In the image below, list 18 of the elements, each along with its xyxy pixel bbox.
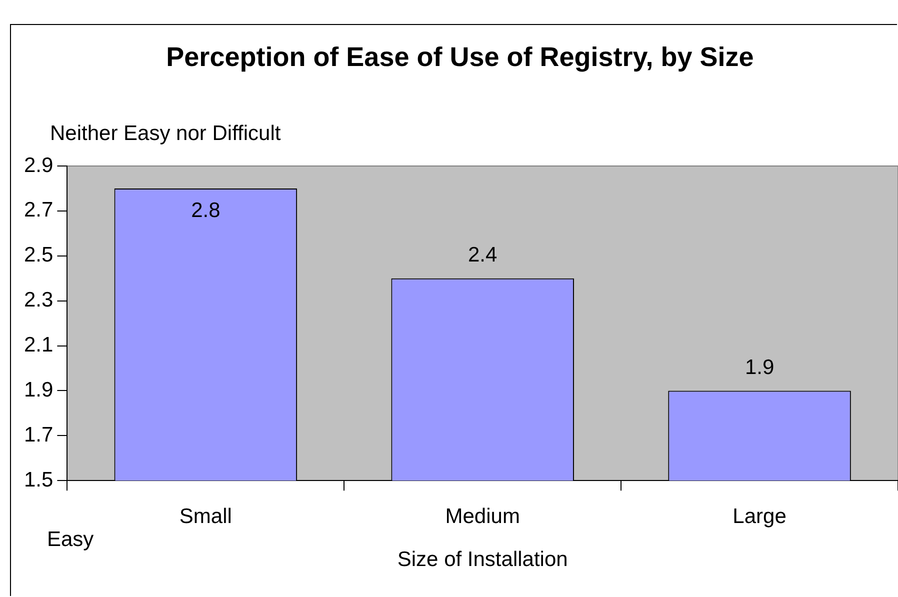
text: Neither Easy nor Difficult bbox=[50, 122, 281, 146]
x-tick-label: Small bbox=[179, 504, 232, 528]
y-tick-label: 1.9 bbox=[24, 378, 54, 402]
y-tick-label: 2.9 bbox=[24, 154, 54, 177]
text: Easy bbox=[47, 528, 94, 552]
y-tick-label: 1.7 bbox=[24, 423, 54, 446]
x-tick-label: Large bbox=[732, 504, 786, 528]
chart-title: Perception of Ease of Use of Registry, by Size bbox=[165, 41, 755, 74]
y-tick-label: 2.3 bbox=[24, 288, 54, 312]
y-tick-label: 2.5 bbox=[24, 244, 54, 267]
y-tick-label: 1.5 bbox=[24, 468, 54, 492]
x-axis-title: Size of Installation bbox=[397, 548, 568, 572]
data-label: 2.4 bbox=[468, 244, 498, 267]
x-tick-label: Medium bbox=[445, 504, 520, 528]
data-label: 2.8 bbox=[191, 198, 220, 222]
y-tick-label: 2.1 bbox=[24, 334, 54, 357]
y-tick-label: 2.7 bbox=[24, 198, 54, 222]
data-label: 1.9 bbox=[744, 356, 774, 380]
